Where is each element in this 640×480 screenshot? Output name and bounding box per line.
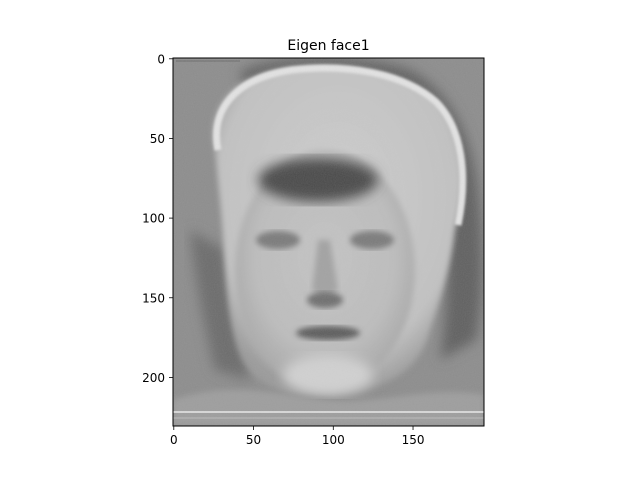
y-tick-label: 150 <box>142 291 165 305</box>
x-tick-label: 150 <box>402 433 425 447</box>
x-tick-label: 100 <box>322 433 345 447</box>
y-tick-label: 0 <box>157 52 165 66</box>
y-tick-label: 100 <box>142 212 165 226</box>
x-tick-label: 50 <box>246 433 261 447</box>
x-tick-label: 0 <box>170 433 178 447</box>
chart-title: Eigen face1 <box>287 38 369 54</box>
y-tick-label: 50 <box>150 132 165 146</box>
axes-frame <box>172 57 485 427</box>
image-plot <box>173 58 484 426</box>
y-tick-label: 200 <box>142 371 165 385</box>
x-axis-ticks: 0 50 100 150 <box>170 426 425 447</box>
image-grain <box>173 58 484 426</box>
y-axis-ticks: 0 50 100 150 200 <box>142 52 173 385</box>
